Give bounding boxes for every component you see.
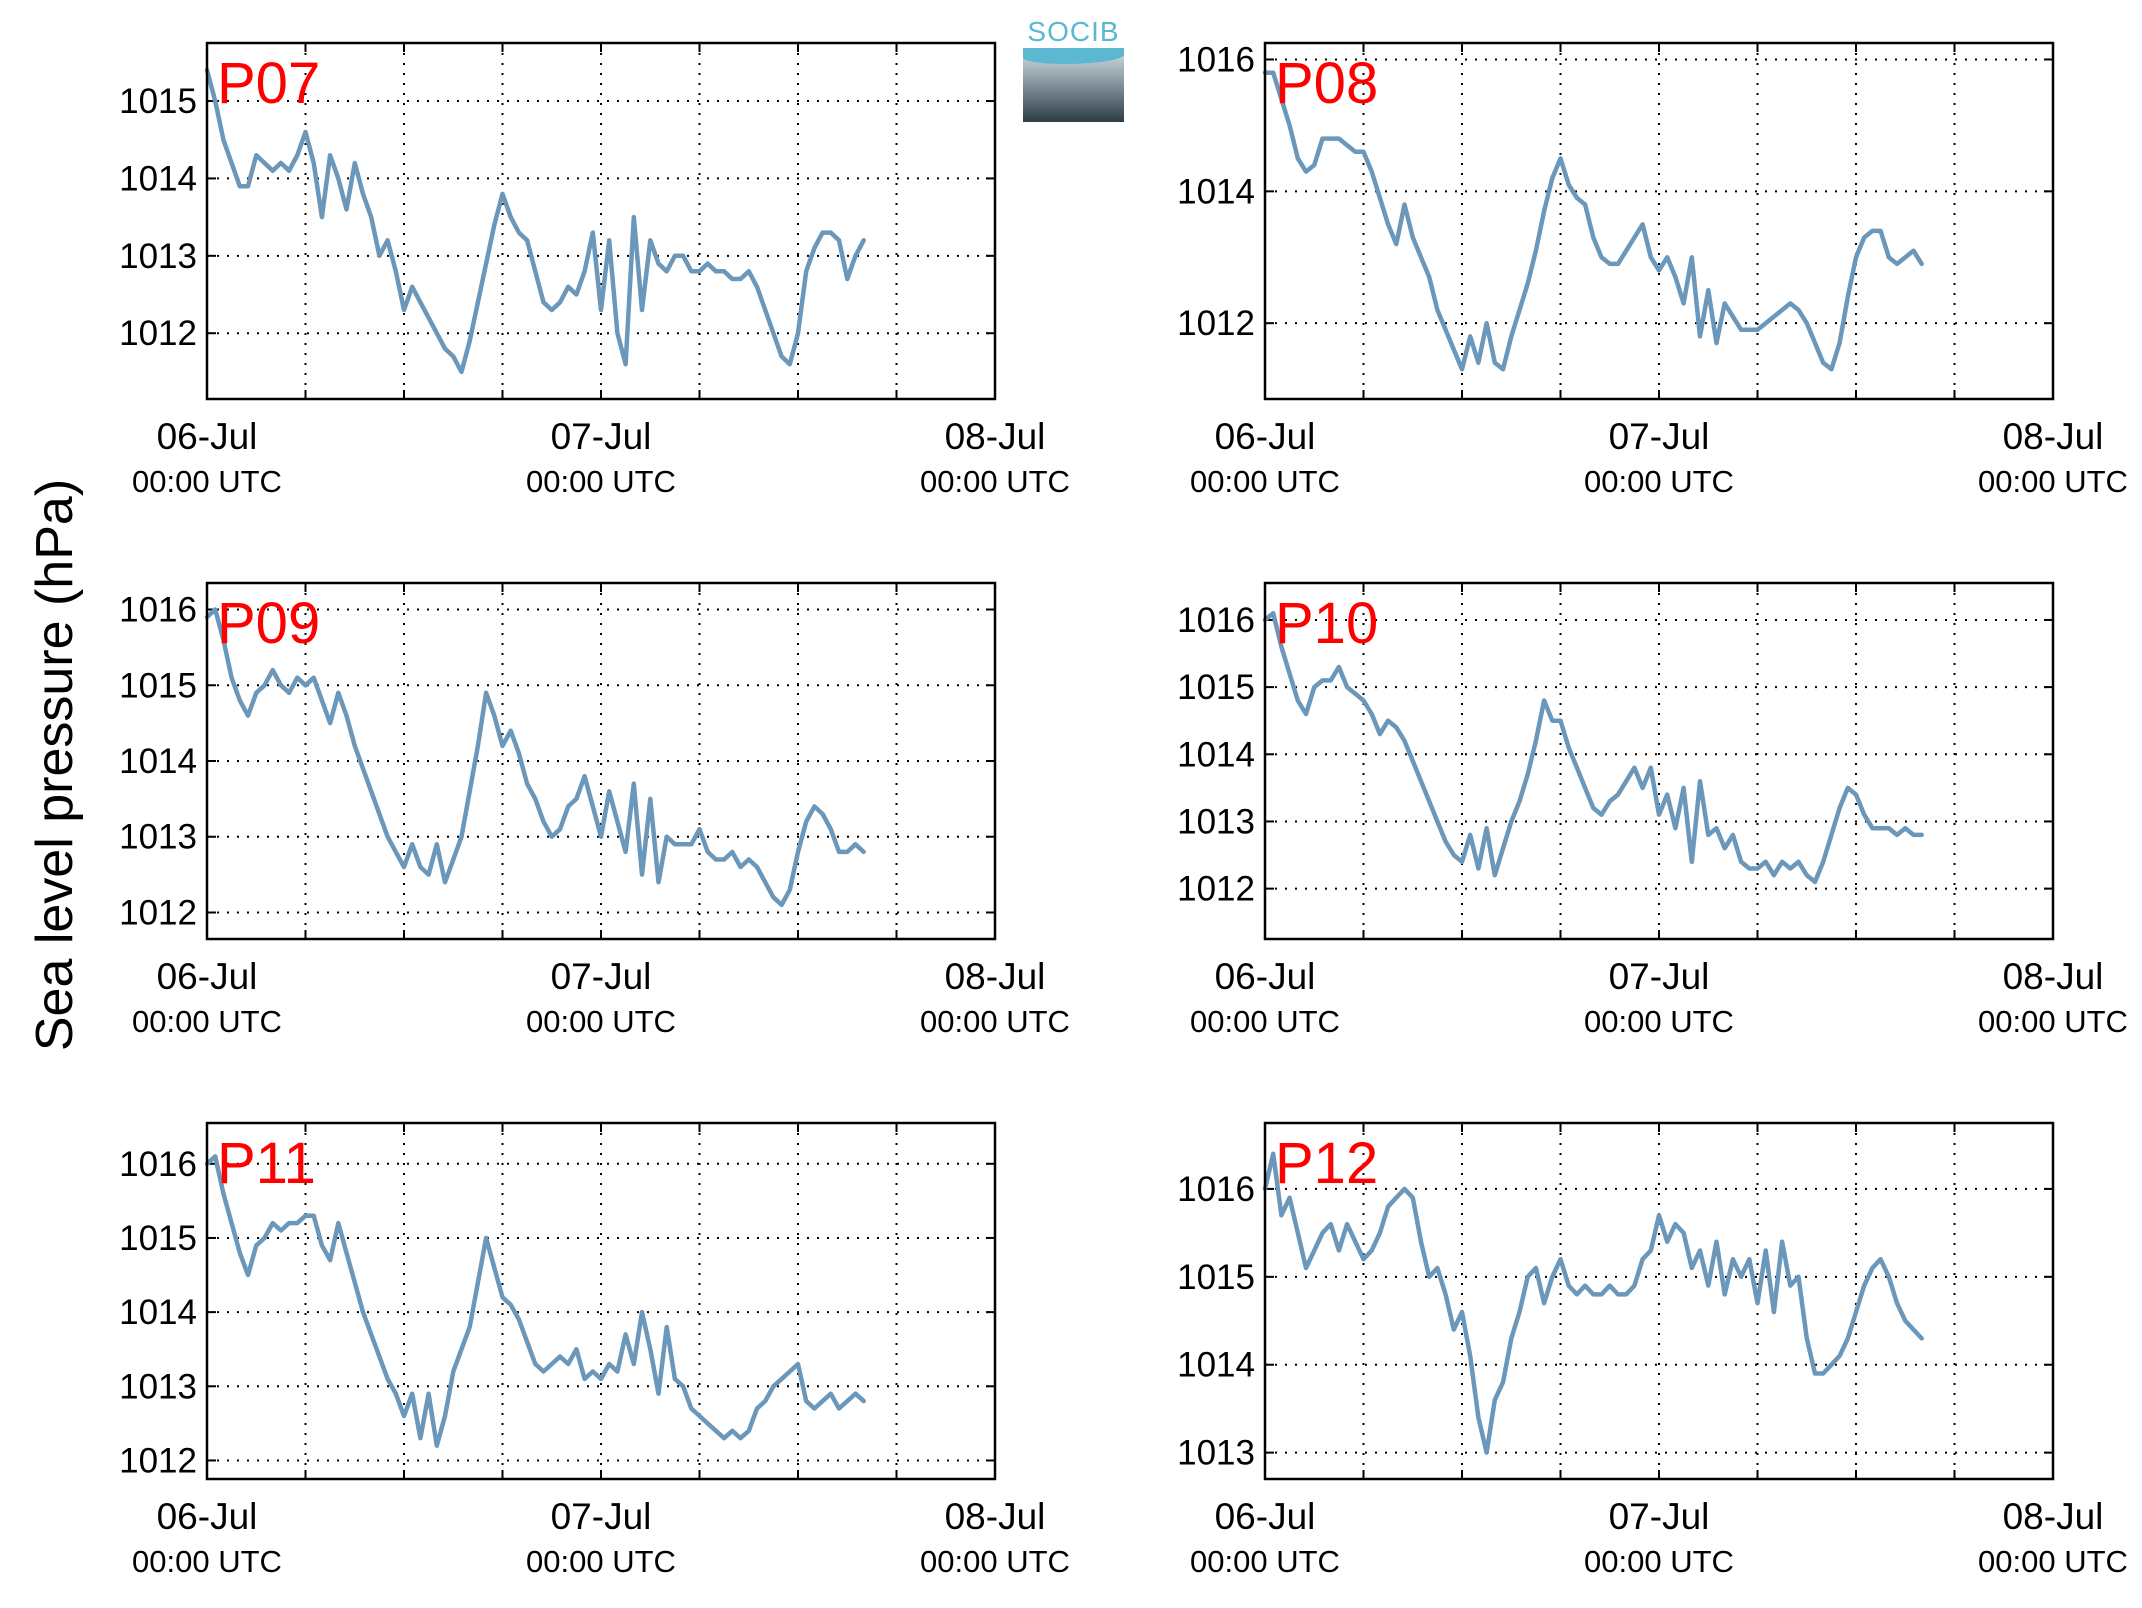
x-tick-sublabel: 00:00 UTC	[526, 1004, 676, 1039]
x-tick-sublabel: 00:00 UTC	[1584, 464, 1734, 499]
plot-area	[1265, 43, 2053, 399]
y-tick-label: 1016	[1177, 601, 1255, 640]
x-tick-sublabel: 00:00 UTC	[920, 1544, 1070, 1579]
x-tick-label: 08-Jul	[2003, 416, 2104, 457]
y-tick-label: 1012	[119, 893, 197, 932]
panel-label: P10	[1275, 591, 1378, 656]
y-tick-label: 1013	[119, 1367, 197, 1406]
x-tick-label: 07-Jul	[551, 416, 652, 457]
y-tick-label: 1014	[1177, 172, 1255, 211]
panels: 1012 1013 1014 1015 06-Jul 00:00 UTC 07-Jul 00:…	[119, 40, 2128, 1579]
x-tick-label: 08-Jul	[945, 1496, 1046, 1537]
y-tick-label: 1016	[119, 591, 197, 630]
y-tick-label: 1012	[1177, 304, 1255, 343]
x-tick-label: 07-Jul	[1609, 1496, 1710, 1537]
plot-frame	[205, 41, 997, 401]
x-tick-label: 08-Jul	[2003, 1496, 2104, 1537]
series-line	[204, 67, 866, 375]
panel-p10: 1012 1013 1014 1015 1016 06-Jul 00:00 UTC 07-Ju…	[1177, 581, 2128, 1039]
x-tick-sublabel: 00:00 UTC	[1190, 464, 1340, 499]
x-tick-label: 07-Jul	[551, 1496, 652, 1537]
y-tick-label: 1013	[1177, 802, 1255, 841]
panel-p12: 1013 1014 1015 1016 06-Jul 00:00 UTC 07-Jul 00:…	[1177, 1121, 2128, 1579]
y-tick-label: 1014	[119, 742, 197, 781]
y-tick-label: 1013	[119, 237, 197, 276]
plot-frame	[1263, 41, 2055, 401]
x-tick-sublabel: 00:00 UTC	[526, 464, 676, 499]
x-tick-label: 06-Jul	[157, 956, 258, 997]
plot-area	[1265, 583, 2053, 939]
series-line	[1262, 610, 1924, 885]
panel-label: P12	[1275, 1131, 1378, 1196]
x-tick-label: 07-Jul	[1609, 956, 1710, 997]
y-tick-label: 1016	[1177, 40, 1255, 79]
panel-p11: 1012 1013 1014 1015 1016 06-Jul 00:00 UTC 07-Ju…	[119, 1121, 1070, 1579]
x-tick-sublabel: 00:00 UTC	[132, 1004, 282, 1039]
plot-area	[207, 583, 995, 939]
x-tick-sublabel: 00:00 UTC	[1978, 464, 2128, 499]
y-tick-label: 1015	[1177, 1258, 1255, 1297]
x-tick-sublabel: 00:00 UTC	[1978, 1004, 2128, 1039]
socib-logo: SOCIB	[1023, 16, 1124, 122]
x-tick-label: 08-Jul	[2003, 956, 2104, 997]
y-tick-label: 1014	[119, 1293, 197, 1332]
plot-frame	[1263, 1121, 2055, 1481]
y-tick-label: 1016	[119, 1145, 197, 1184]
x-tick-sublabel: 00:00 UTC	[1584, 1544, 1734, 1579]
x-tick-label: 06-Jul	[1215, 956, 1316, 997]
x-tick-sublabel: 00:00 UTC	[1978, 1544, 2128, 1579]
panel-p09: 1012 1013 1014 1015 1016 06-Jul 00:00 UTC 07-Ju…	[119, 581, 1070, 1039]
x-tick-sublabel: 00:00 UTC	[1190, 1544, 1340, 1579]
y-tick-label: 1013	[1177, 1434, 1255, 1473]
y-axis-label: Sea level pressure (hPa)	[26, 479, 84, 1051]
x-tick-label: 06-Jul	[157, 1496, 258, 1537]
y-tick-label: 1013	[119, 818, 197, 857]
x-tick-sublabel: 00:00 UTC	[132, 464, 282, 499]
y-tick-label: 1015	[1177, 668, 1255, 707]
x-tick-label: 07-Jul	[551, 956, 652, 997]
panel-label: P11	[217, 1131, 316, 1196]
y-tick-label: 1012	[1177, 870, 1255, 909]
x-tick-label: 06-Jul	[1215, 416, 1316, 457]
x-tick-label: 06-Jul	[157, 416, 258, 457]
logo-text: SOCIB	[1027, 16, 1120, 47]
x-tick-label: 08-Jul	[945, 416, 1046, 457]
panel-p08: 1012 1014 1016 06-Jul 00:00 UTC 07-Jul 00:00 U…	[1177, 40, 2128, 499]
panel-label: P09	[217, 591, 320, 656]
x-tick-sublabel: 00:00 UTC	[1584, 1004, 1734, 1039]
y-tick-label: 1012	[119, 314, 197, 353]
panel-label: P07	[217, 51, 320, 116]
y-tick-label: 1015	[119, 666, 197, 705]
panel-p07: 1012 1013 1014 1015 06-Jul 00:00 UTC 07-Jul 00:…	[119, 41, 1070, 499]
x-tick-sublabel: 00:00 UTC	[526, 1544, 676, 1579]
x-tick-label: 06-Jul	[1215, 1496, 1316, 1537]
plot-frame	[205, 1121, 997, 1481]
y-tick-label: 1014	[119, 159, 197, 198]
x-tick-sublabel: 00:00 UTC	[920, 464, 1070, 499]
x-tick-sublabel: 00:00 UTC	[1190, 1004, 1340, 1039]
plot-area	[207, 43, 995, 399]
logo-wave	[1023, 48, 1124, 64]
y-tick-label: 1015	[119, 82, 197, 121]
plot-frame	[1263, 581, 2055, 941]
y-tick-label: 1014	[1177, 735, 1255, 774]
y-tick-label: 1016	[1177, 1170, 1255, 1209]
plot-frame	[205, 581, 997, 941]
x-tick-sublabel: 00:00 UTC	[920, 1004, 1070, 1039]
y-tick-label: 1015	[119, 1219, 197, 1258]
panel-label: P08	[1275, 51, 1378, 116]
series-line	[204, 607, 866, 908]
series-line	[204, 1154, 866, 1448]
x-tick-label: 08-Jul	[945, 956, 1046, 997]
series-line	[1262, 70, 1924, 372]
y-tick-label: 1014	[1177, 1346, 1255, 1385]
plot-area	[1265, 1123, 2053, 1479]
y-tick-label: 1012	[119, 1441, 197, 1480]
x-tick-label: 07-Jul	[1609, 416, 1710, 457]
series-line	[1262, 1151, 1924, 1455]
x-tick-sublabel: 00:00 UTC	[132, 1544, 282, 1579]
plot-area	[207, 1123, 995, 1479]
